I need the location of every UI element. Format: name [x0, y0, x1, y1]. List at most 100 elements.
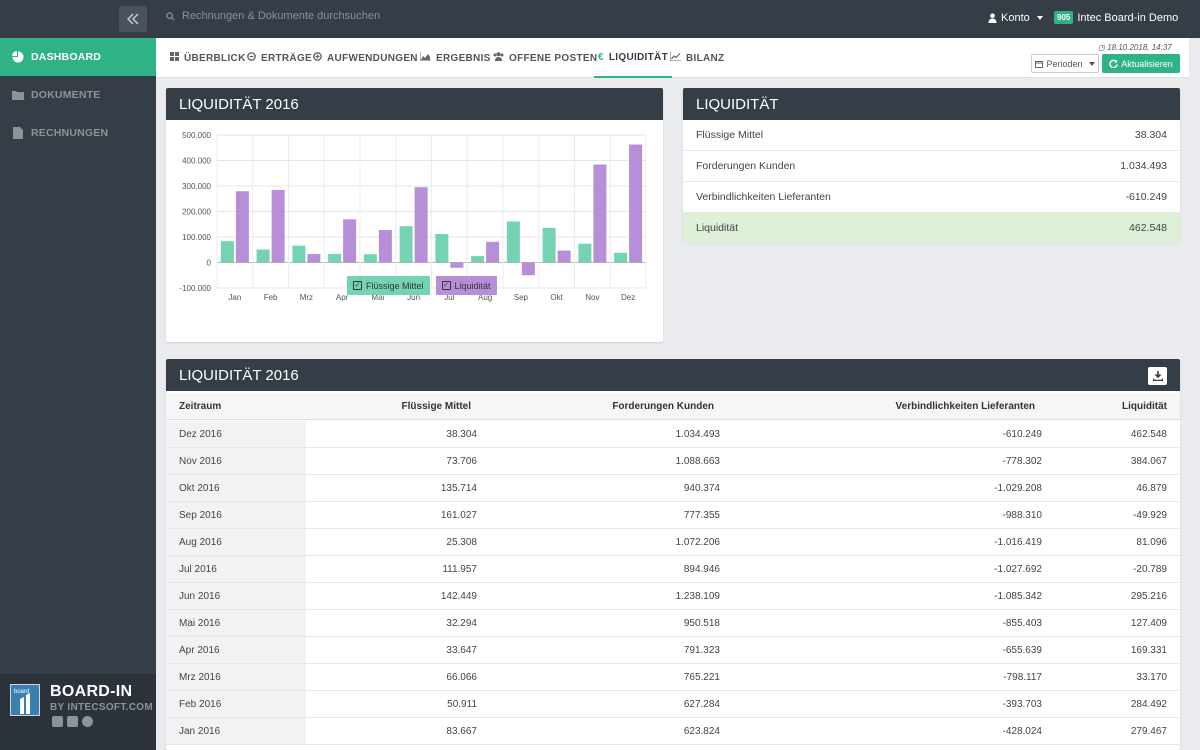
globe-icon[interactable]	[82, 716, 93, 727]
summary-value: 38.304	[1134, 129, 1167, 141]
liquidity-summary-panel: LIQUIDITÄT Flüssige Mittel 38.304 Forder…	[683, 88, 1180, 244]
tab-aufwendungen[interactable]: AUFWENDUNGEN	[313, 38, 418, 78]
column-header[interactable]: Liquidität	[1122, 400, 1167, 412]
organization-menu[interactable]: 905 Intec Board-in Demo	[1054, 11, 1178, 24]
account-menu[interactable]: Konto	[988, 12, 1043, 24]
summary-value: -610.249	[1125, 191, 1167, 203]
scrollbar[interactable]	[1189, 38, 1200, 750]
tab-liquiditaet[interactable]: € LIQUIDITÄT	[594, 38, 672, 78]
table-cell: Mrz 2016	[166, 664, 306, 690]
table-cell: Nov 2016	[166, 448, 306, 474]
summary-row: Verbindlichkeiten Lieferanten -610.249	[683, 182, 1180, 213]
sidebar-item-dokumente[interactable]: DOKUMENTE	[0, 76, 156, 114]
bar-fluessige-mittel[interactable]	[256, 249, 270, 263]
bar-fluessige-mittel[interactable]	[363, 254, 377, 263]
table-cell: Feb 2016	[166, 691, 306, 717]
search-input[interactable]: Rechnungen & Dokumente durchsuchen	[182, 10, 381, 22]
tab-ergebnis[interactable]: ERGEBNIS	[419, 38, 491, 78]
table-cell: 32.294	[446, 617, 477, 629]
bar-liquiditaet[interactable]	[450, 262, 464, 268]
bar-fluessige-mittel[interactable]	[578, 243, 592, 263]
column-header[interactable]: Forderungen Kunden	[612, 400, 714, 412]
bar-liquiditaet[interactable]	[629, 144, 643, 263]
tab-bilanz[interactable]: BILANZ	[669, 38, 724, 78]
bar-fluessige-mittel[interactable]	[506, 221, 520, 263]
bar-liquiditaet[interactable]	[307, 254, 321, 263]
refresh-button[interactable]: Aktualisieren	[1102, 54, 1180, 73]
bar-fluessige-mittel[interactable]	[614, 252, 628, 263]
column-header[interactable]: Verbindlichkeiten Lieferanten	[895, 400, 1035, 412]
x-tick-label: Mai	[371, 293, 384, 302]
bar-fluessige-mittel[interactable]	[435, 233, 449, 263]
x-tick-label: Mrz	[300, 293, 313, 302]
table-cell: 791.323	[683, 644, 720, 656]
bar-liquiditaet[interactable]	[343, 219, 357, 263]
legend-label: Flüssige Mittel	[366, 280, 424, 291]
bar-fluessige-mittel[interactable]	[542, 227, 556, 263]
last-updated: ◷ 18.10.2018, 14:37	[1098, 43, 1172, 52]
bar-liquiditaet[interactable]	[557, 250, 571, 263]
x-tick-label: Sep	[514, 293, 529, 302]
table-cell: 777.355	[683, 509, 720, 521]
bar-fluessige-mittel[interactable]	[399, 226, 413, 263]
summary-row: Flüssige Mittel 38.304	[683, 120, 1180, 151]
y-tick-label: -100.000	[179, 284, 211, 293]
calendar-icon	[1035, 60, 1044, 68]
board-in-logo: board	[10, 684, 40, 716]
table-cell: -778.302	[1002, 455, 1042, 467]
tab-label: AUFWENDUNGEN	[327, 52, 418, 64]
panel-title: LIQUIDITÄT	[683, 88, 1180, 120]
x-tick-label: Feb	[264, 293, 278, 302]
table-cell: -1.029.208	[994, 482, 1042, 494]
tab-ueberblick[interactable]: ÜBERBLICK	[170, 38, 246, 78]
facebook-icon[interactable]	[52, 716, 63, 727]
user-icon	[988, 13, 997, 23]
bar-liquiditaet[interactable]	[486, 241, 500, 263]
caret-down-icon	[1036, 16, 1043, 20]
table-cell: -988.310	[1002, 509, 1042, 521]
table-row: Nov 2016 73.706 1.088.663 -778.302 384.067	[166, 448, 1180, 475]
bar-fluessige-mittel[interactable]	[328, 253, 342, 263]
download-button[interactable]	[1148, 367, 1167, 385]
chart-legend: ✓ Flüssige Mittel ✓ Liquidität	[347, 276, 497, 295]
column-header[interactable]: Zeitraum	[179, 400, 222, 412]
table-cell: Jan 2016	[166, 718, 306, 744]
svg-text:board: board	[14, 689, 29, 695]
bar-liquiditaet[interactable]	[593, 164, 607, 263]
summary-label: Liquidität	[696, 222, 739, 234]
bar-liquiditaet[interactable]	[235, 191, 249, 263]
collapse-sidebar-button[interactable]	[119, 6, 147, 32]
users-icon	[493, 52, 504, 64]
bar-liquiditaet[interactable]	[271, 189, 285, 263]
table-row: Mrz 2016 66.066 765.221 -798.117 33.170	[166, 664, 1180, 691]
tab-offene-posten[interactable]: OFFENE POSTEN	[493, 38, 597, 78]
bar-fluessige-mittel[interactable]	[292, 245, 306, 263]
column-header[interactable]: Flüssige Mittel	[401, 400, 471, 412]
table-row: Jan 2016 83.667 623.824 -428.024 279.467	[166, 718, 1180, 745]
top-bar: Rechnungen & Dokumente durchsuchen Konto…	[0, 0, 1200, 38]
bar-liquiditaet[interactable]	[378, 230, 392, 263]
periods-dropdown[interactable]: Perioden	[1031, 54, 1099, 73]
bar-fluessige-mittel[interactable]	[220, 241, 234, 263]
table-cell: Jun 2016	[166, 583, 306, 609]
table-cell: -393.703	[1002, 698, 1042, 710]
bar-fluessige-mittel[interactable]	[471, 256, 485, 263]
table-row: Okt 2016 135.714 940.374 -1.029.208 46.879	[166, 475, 1180, 502]
table-row: Sep 2016 161.027 777.355 -988.310 -49.929	[166, 502, 1180, 529]
grid-icon	[170, 52, 179, 64]
brand-footer: board BOARD-IN BY INTECSOFT.COM	[0, 674, 156, 750]
bar-liquiditaet[interactable]	[414, 187, 428, 263]
sidebar-item-dashboard[interactable]: DASHBOARD	[0, 38, 156, 76]
x-tick-label: Dez	[621, 293, 635, 302]
legend-item-fluessige-mittel[interactable]: ✓ Flüssige Mittel	[347, 276, 430, 295]
caret-down-icon	[1088, 61, 1095, 66]
table-cell: Okt 2016	[166, 475, 306, 501]
linkedin-icon[interactable]	[67, 716, 78, 727]
table-cell: -1.027.692	[994, 563, 1042, 575]
table-row: Feb 2016 50.911 627.284 -393.703 284.492	[166, 691, 1180, 718]
legend-item-liquiditaet[interactable]: ✓ Liquidität	[435, 276, 497, 295]
tab-ertraege[interactable]: ERTRÄGE	[247, 38, 312, 78]
sidebar-item-rechnungen[interactable]: RECHNUNGEN	[0, 114, 156, 152]
search-box[interactable]: Rechnungen & Dokumente durchsuchen	[166, 10, 380, 22]
bar-liquiditaet[interactable]	[521, 262, 535, 276]
